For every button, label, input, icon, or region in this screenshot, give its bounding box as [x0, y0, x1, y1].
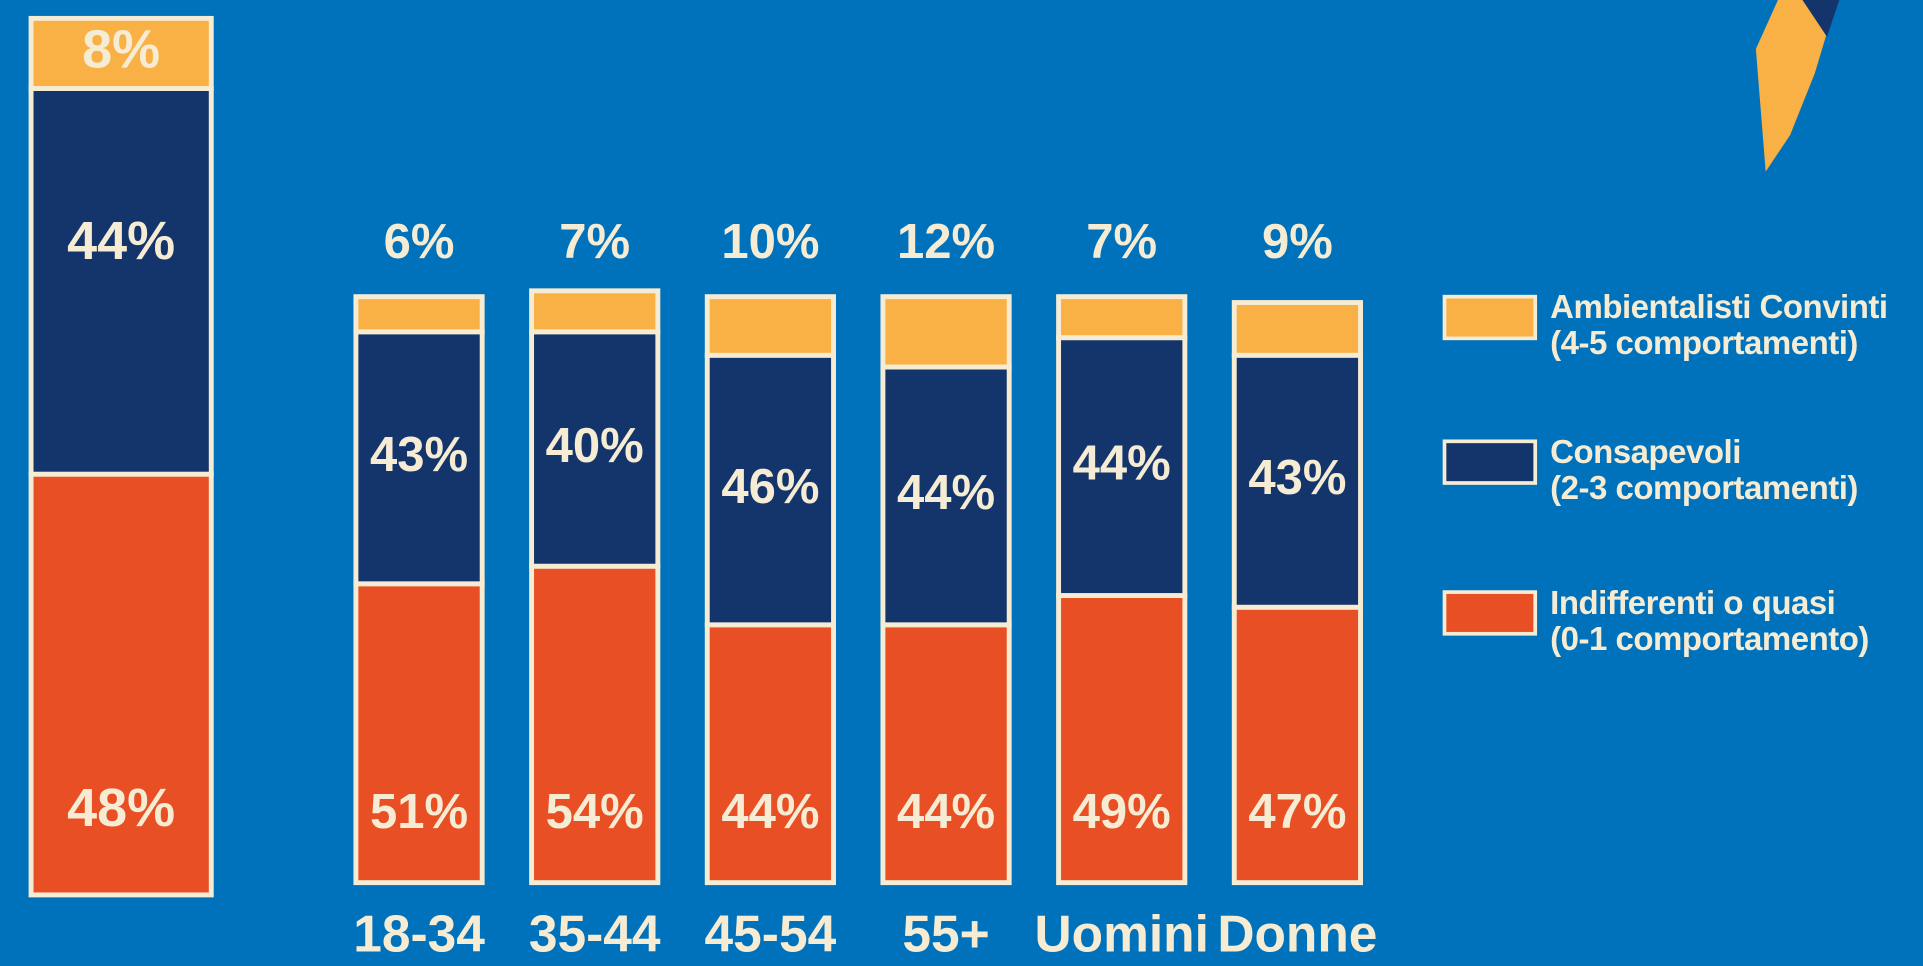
value-label: 48%	[67, 778, 175, 838]
bar-segment	[883, 625, 1009, 883]
value-label: 44%	[897, 785, 995, 839]
value-label: 44%	[67, 211, 175, 271]
value-label: 7%	[1086, 215, 1157, 269]
x-tick-label: 18-34	[353, 904, 485, 962]
bar-segment	[356, 297, 482, 332]
value-label: 54%	[546, 785, 644, 839]
legend-swatch	[1445, 297, 1536, 339]
value-label: 44%	[897, 466, 995, 520]
legend-swatch	[1445, 441, 1536, 483]
x-tick-label: 35-44	[529, 904, 661, 962]
bar-segment	[532, 291, 658, 332]
x-tick-label: 45-54	[705, 904, 837, 962]
value-label: 7%	[559, 215, 630, 269]
value-label: 12%	[897, 215, 995, 269]
legend-swatch	[1445, 592, 1536, 634]
legend-label: Consapevoli (2-3 comportamenti)	[1550, 434, 1858, 506]
x-tick-label: 55+	[902, 904, 989, 962]
value-label: 8%	[82, 20, 160, 80]
value-label: 46%	[721, 460, 819, 514]
value-label: 49%	[1073, 785, 1171, 839]
legend-label: Indifferenti o quasi (0-1 comportamento)	[1550, 585, 1869, 657]
value-label: 6%	[384, 215, 455, 269]
palm-decoration	[1756, 0, 1839, 172]
value-label: 43%	[1248, 451, 1346, 505]
value-label: 44%	[721, 785, 819, 839]
value-label: 44%	[1073, 437, 1171, 491]
value-label: 51%	[370, 785, 468, 839]
bar-segment	[1234, 303, 1360, 356]
bar-segment	[707, 297, 833, 356]
value-label: 40%	[546, 419, 644, 473]
value-label: 10%	[721, 215, 819, 269]
bar-segment	[1234, 607, 1360, 882]
value-label: 43%	[370, 428, 468, 482]
chart-page: 48% 44% 8% 51% 43% 6% 18-34 54% 40% 7% 35-44 44% 46%…	[0, 0, 1923, 966]
bar-segment	[31, 89, 211, 475]
bar-segment	[1059, 297, 1185, 338]
value-label: 47%	[1248, 785, 1346, 839]
legend-label: Ambientalisti Convinti (4-5 comportament…	[1550, 289, 1887, 361]
bar-segment	[707, 625, 833, 883]
value-label: 9%	[1262, 215, 1333, 269]
x-tick-label: Uomini	[1035, 904, 1209, 962]
bar-segment	[883, 297, 1009, 367]
x-tick-label: Donne	[1217, 904, 1377, 962]
bar-segment	[1059, 596, 1185, 883]
